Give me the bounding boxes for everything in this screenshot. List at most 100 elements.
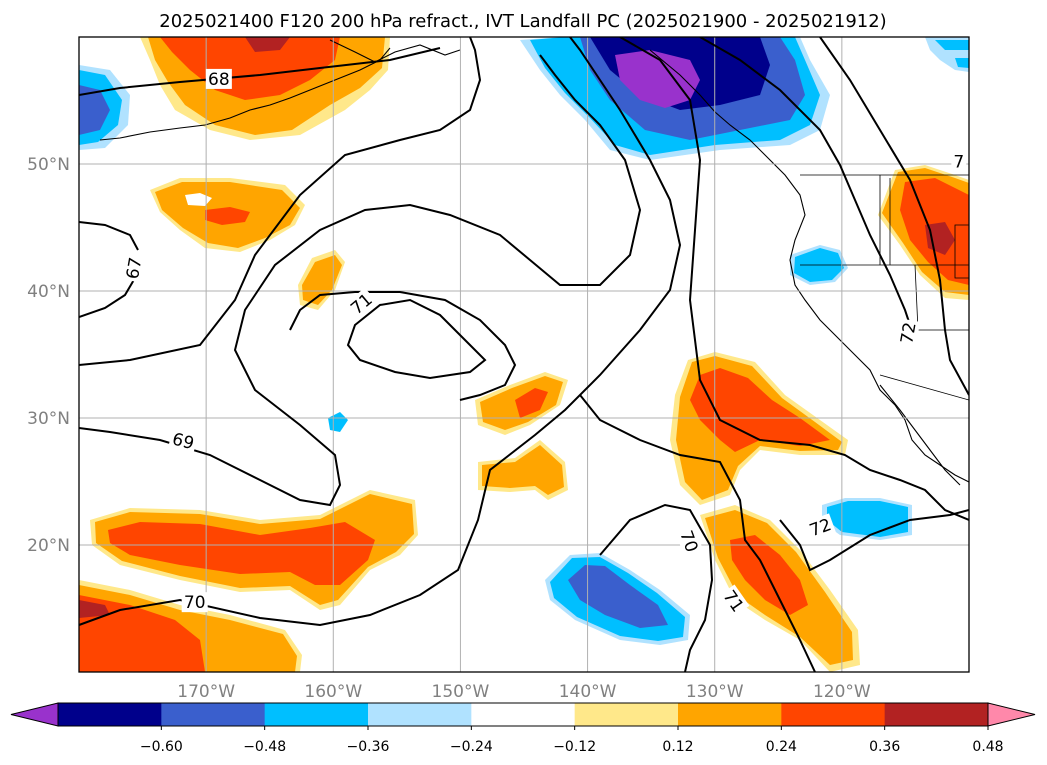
x-tick-label: 160°W — [304, 682, 362, 702]
contour-line — [779, 509, 969, 572]
positive-anomaly-region — [245, 37, 290, 52]
contour-line — [819, 37, 969, 396]
colorbar-extend-high — [987, 702, 1036, 727]
longitude-tick-labels: 170°W 160°W 150°W 140°W 130°W 120°W — [177, 682, 871, 702]
contour-label: 68 — [205, 68, 232, 90]
positive-anomaly-region — [690, 368, 830, 452]
map-gridlines — [79, 37, 969, 672]
contour-label: 72 — [804, 513, 836, 542]
contour-label: 72 — [895, 318, 921, 348]
negative-anomaly-region — [935, 40, 969, 50]
x-tick-label: 130°W — [686, 682, 744, 702]
refractivity-contours — [79, 37, 969, 672]
y-tick-label: 50°N — [27, 155, 70, 175]
contour-line — [579, 394, 816, 672]
colorbar-segment — [161, 703, 266, 726]
alaska-coastline — [99, 47, 391, 141]
contour-line — [599, 503, 714, 672]
state-border — [800, 174, 969, 401]
x-tick-label: 140°W — [559, 682, 617, 702]
positive-anomaly-region — [160, 37, 340, 100]
contour-label-text: 70 — [184, 593, 206, 613]
colorbar-segment — [884, 703, 989, 726]
negative-anomaly-region — [568, 565, 668, 628]
contour-label-background — [718, 584, 750, 618]
colorbar-segment — [471, 703, 576, 726]
colorbar-tick-label: 0.24 — [766, 739, 797, 755]
contour-line — [79, 37, 482, 366]
coastlines-and-borders — [99, 39, 969, 486]
contour-label-background — [895, 318, 921, 348]
x-tick-label: 170°W — [177, 682, 235, 702]
colorbar-tick-label: 0.12 — [662, 739, 693, 755]
positive-anomaly-region — [205, 207, 250, 225]
ivt-pc-shading — [79, 37, 969, 672]
contour-line — [79, 277, 136, 318]
contour-label-text: 67 — [123, 256, 146, 281]
contour-label-text: 72 — [897, 321, 920, 346]
contour-label-background — [951, 151, 967, 172]
positive-anomaly-region — [515, 388, 548, 418]
alaska-coastline — [329, 39, 461, 63]
positive-anomaly-region — [302, 255, 342, 305]
negative-anomaly-region — [955, 58, 969, 68]
contour-label-text: 68 — [208, 70, 230, 90]
contour-label: 7 — [951, 151, 967, 172]
contour-line — [619, 37, 969, 521]
colorbar-segment — [58, 703, 162, 726]
y-tick-label: 40°N — [27, 282, 70, 302]
colorbar: −0.60 −0.48 −0.36 −0.24 −0.12 0.12 0.24 0.36 0.4… — [10, 702, 1036, 755]
contour-line — [699, 37, 916, 341]
positive-anomaly-region — [482, 445, 564, 495]
contour-label-background — [205, 68, 232, 89]
contour-label-text: 7 — [953, 152, 964, 172]
positive-anomaly-region — [108, 522, 375, 585]
contour-line — [346, 298, 487, 380]
baja-coastline — [879, 384, 961, 486]
colorbar-extend-low — [10, 702, 59, 727]
y-tick-label: 30°N — [27, 409, 70, 429]
contour-line — [79, 47, 441, 96]
contour-line — [79, 221, 139, 251]
state-border — [889, 178, 969, 279]
positive-anomaly-region — [730, 535, 808, 615]
contour-label: 67 — [121, 253, 146, 283]
x-tick-label: 120°W — [813, 682, 871, 702]
y-tick-label: 20°N — [27, 536, 70, 556]
colorbar-tick-label: −0.24 — [450, 739, 493, 755]
colorbar-tick-label: −0.60 — [140, 739, 183, 755]
colorbar-tick-label: −0.12 — [553, 739, 596, 755]
x-tick-label: 150°W — [432, 682, 490, 702]
contour-line — [289, 291, 517, 401]
positive-anomaly-region — [79, 600, 110, 618]
chart-title: 2025021400 F120 200 hPa refract., IVT La… — [159, 11, 886, 32]
colorbar-tick-label: −0.36 — [347, 739, 390, 755]
colorbar-segment — [574, 703, 679, 726]
contour-line — [79, 37, 682, 627]
colorbar-tick-label: −0.48 — [243, 739, 286, 755]
contour-line — [79, 54, 642, 507]
contour-label-background — [675, 525, 704, 557]
bc-coastline — [649, 49, 969, 483]
colorbar-tick-label: 0.48 — [972, 739, 1003, 755]
colorbar-outline — [57, 702, 989, 727]
contour-label: 70 — [181, 592, 208, 613]
colorbar-segment — [368, 703, 472, 726]
negative-anomaly-region — [79, 85, 110, 135]
colorbar-tick-label: 0.36 — [869, 739, 900, 755]
contour-label-background — [168, 427, 199, 454]
contour-label-background — [181, 592, 208, 613]
colorbar-segment — [264, 703, 369, 726]
positive-anomaly-region — [185, 193, 212, 206]
negative-anomaly-region — [615, 50, 700, 108]
colorbar-segment — [678, 703, 782, 726]
colorbar-segment — [781, 703, 886, 726]
contour-label-background — [344, 287, 378, 320]
contour-label-background — [121, 253, 146, 283]
contour-label-background — [804, 513, 836, 542]
map-frame — [78, 36, 970, 673]
latitude-tick-labels: 20°N 30°N 40°N 50°N — [27, 155, 70, 556]
